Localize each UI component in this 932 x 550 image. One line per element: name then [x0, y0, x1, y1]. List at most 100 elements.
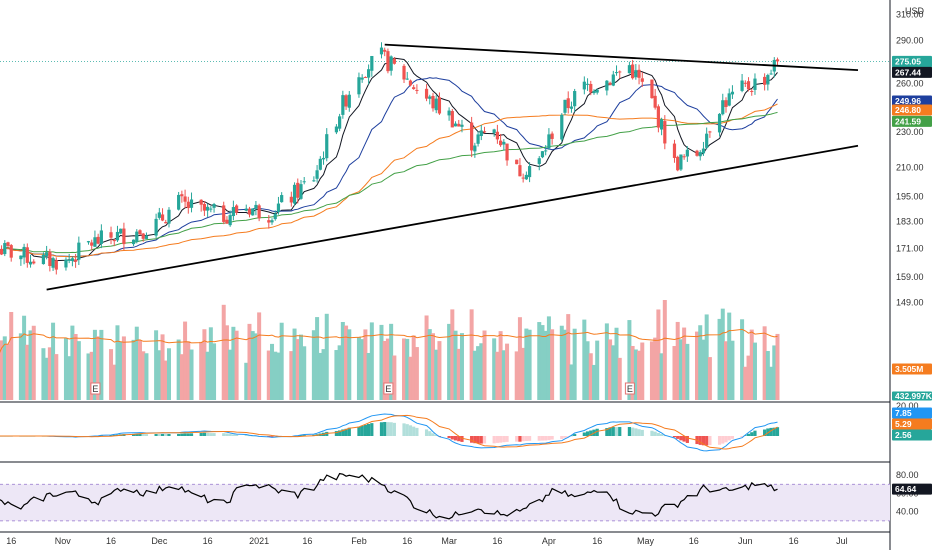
volume-bar: [424, 315, 429, 400]
earnings-marker-box: [383, 382, 394, 395]
candle: [611, 70, 615, 87]
candle-body: [93, 237, 97, 247]
macd-histogram-bar: [167, 433, 171, 436]
macd-histogram-bar: [244, 435, 248, 436]
candle: [608, 81, 612, 86]
candle-body: [160, 214, 165, 221]
volume-bar: [730, 340, 735, 400]
price-axis-tick: 260.00: [896, 79, 924, 89]
trendline[interactable]: [46, 144, 859, 291]
candle-body: [386, 51, 390, 72]
candle-body: [705, 133, 709, 148]
candle: [41, 252, 46, 265]
candle: [676, 155, 680, 172]
candle-body: [131, 239, 136, 245]
candle: [457, 119, 461, 127]
macd-histogram-bar: [408, 425, 413, 436]
macd-value-tag-bg: [892, 429, 932, 441]
candle: [138, 229, 142, 236]
candle-body: [550, 133, 554, 139]
candle-body: [183, 196, 187, 202]
volume-bar: [672, 346, 677, 400]
candle: [547, 128, 551, 150]
candle-body: [505, 143, 509, 161]
earnings-marker-box: [624, 382, 635, 395]
volume-bar: [540, 325, 545, 400]
candle: [637, 64, 641, 85]
volume-bar: [250, 331, 255, 400]
candle: [717, 113, 722, 137]
candle-body: [766, 75, 770, 85]
volume-bar: [521, 347, 526, 400]
candle-body: [499, 140, 503, 146]
macd-value-tag-text: 7.85: [895, 408, 912, 418]
macd-histogram-bar: [743, 435, 747, 436]
candle-body: [164, 222, 168, 224]
time-axis-tick: 16: [106, 536, 116, 546]
candle: [270, 218, 274, 225]
candle-body: [447, 110, 451, 116]
volume-bar: [205, 351, 210, 400]
candle: [254, 201, 258, 216]
volume-bar: [408, 356, 413, 400]
candle-body: [383, 49, 387, 52]
trendline[interactable]: [384, 43, 859, 72]
volume-bar: [270, 343, 275, 400]
candle-body: [234, 205, 239, 213]
candle: [544, 145, 548, 156]
candle-layer: [0, 42, 780, 275]
volume-bar: [279, 322, 284, 400]
candle-body: [637, 69, 641, 78]
candle-body: [631, 64, 635, 79]
candle: [727, 88, 731, 107]
candle-body: [611, 74, 615, 86]
macd-histogram-bar: [476, 436, 480, 444]
volume-bar: [569, 364, 574, 400]
price-axis-tick: 310.00: [896, 9, 924, 19]
earnings-marker[interactable]: E: [90, 382, 101, 395]
volume-bar: [769, 366, 774, 400]
volume-bar: [2, 336, 7, 400]
volume-bar: [67, 356, 72, 400]
volume-bar: [501, 350, 506, 400]
macd-histogram-bar: [502, 436, 506, 443]
macd-histogram-bar: [357, 426, 361, 436]
macd-histogram-bar: [595, 428, 599, 436]
macd-histogram-bar: [698, 436, 702, 445]
candle: [273, 210, 277, 221]
candle: [402, 64, 406, 84]
ma-value-tag: 249.96: [892, 95, 932, 107]
candle-body: [717, 113, 722, 133]
volume-bar: [0, 340, 4, 400]
volume-bar: [208, 327, 213, 400]
candle: [447, 107, 451, 121]
candle-body: [225, 219, 229, 224]
candle: [67, 253, 71, 264]
macd-histogram-bar: [550, 436, 554, 440]
candle-body: [334, 126, 339, 133]
volume-bar: [385, 338, 390, 400]
candle: [524, 171, 528, 180]
candle-body: [280, 195, 284, 203]
ma-value-tag-text: 241.59: [895, 116, 921, 126]
candle-body: [627, 65, 632, 74]
macd-histogram-bar: [131, 433, 136, 436]
last-price-tag: 275.05: [892, 55, 932, 67]
volume-bar: [121, 336, 126, 400]
candle: [631, 59, 635, 80]
candle-body: [379, 47, 384, 55]
candle: [25, 243, 29, 268]
candle-body: [54, 260, 58, 270]
candle: [32, 259, 36, 265]
time-axis-tick: 16: [302, 536, 312, 546]
volume-bar: [356, 337, 361, 400]
macd-histogram-bar: [325, 431, 329, 436]
candle-body: [135, 231, 139, 242]
candle-body: [701, 148, 706, 154]
earnings-marker[interactable]: E: [383, 382, 394, 395]
candle-body: [743, 82, 747, 84]
earnings-marker[interactable]: E: [624, 382, 635, 395]
macd-histogram-bar: [560, 436, 564, 439]
candle-body: [495, 131, 499, 140]
